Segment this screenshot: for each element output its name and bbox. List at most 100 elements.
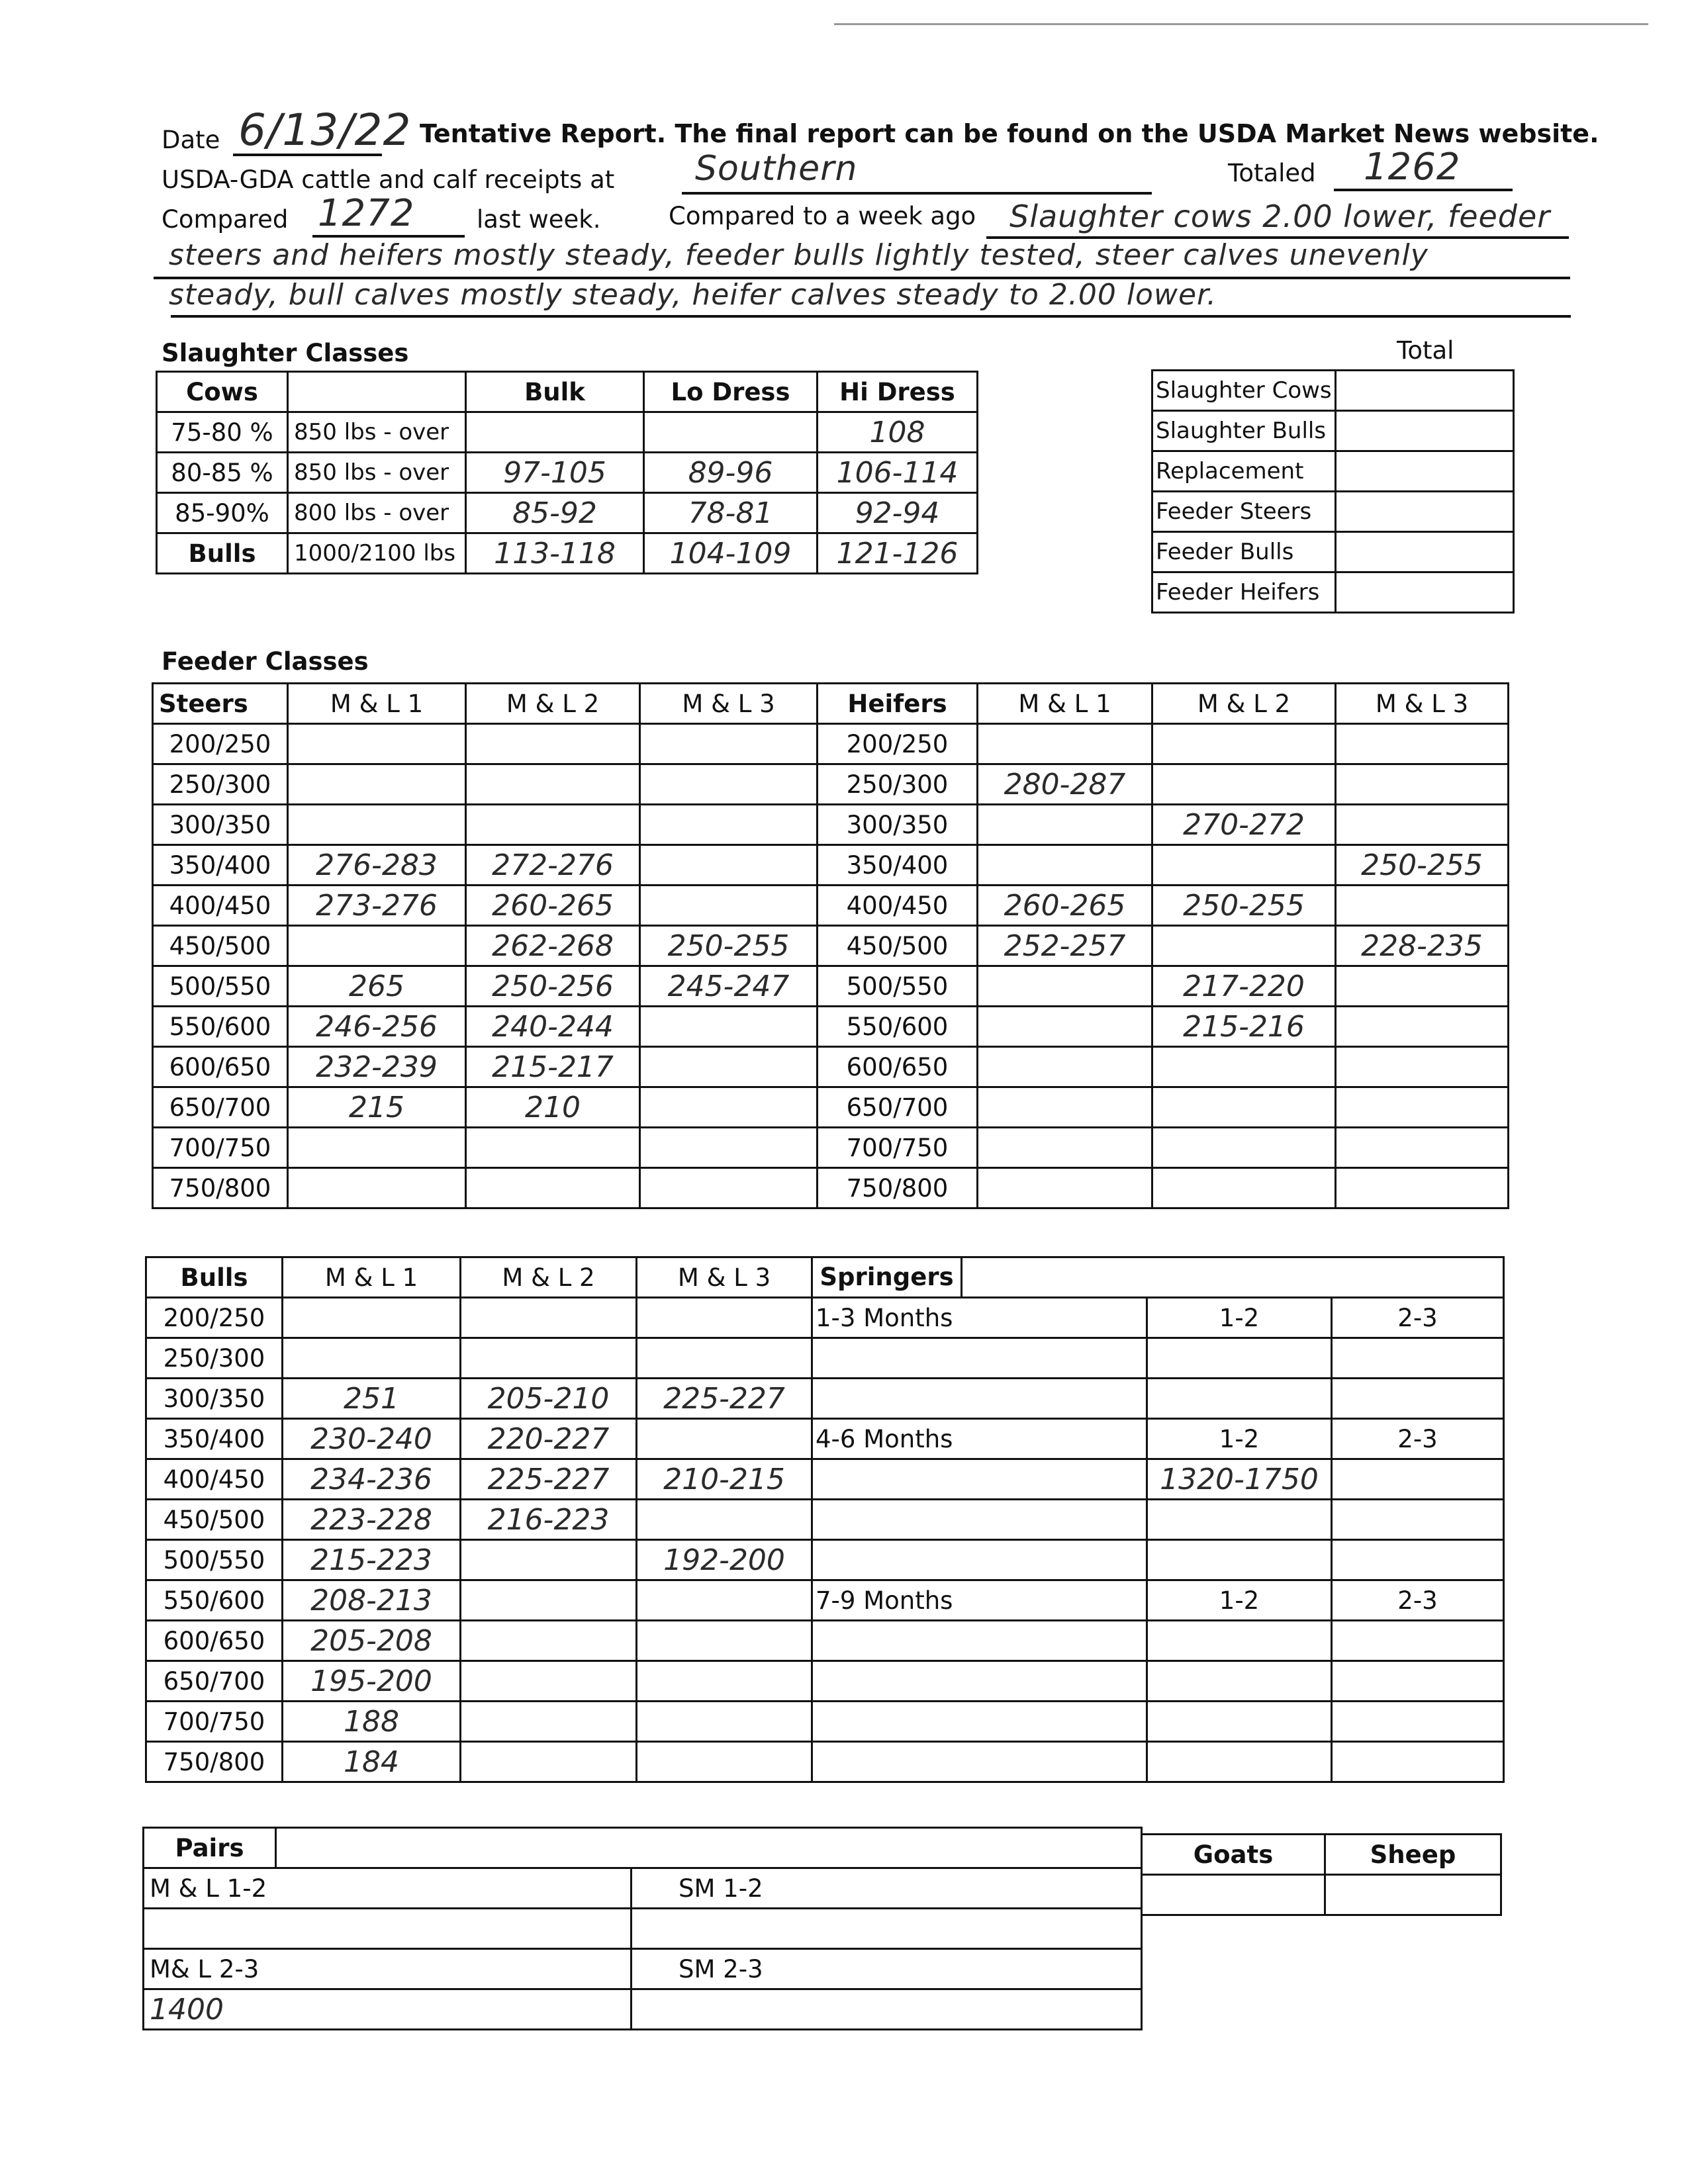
bulls-price-cell[interactable] — [459, 1539, 637, 1581]
heifer-price-cell[interactable]: 280-287 — [976, 763, 1153, 805]
compared-value[interactable]: 1272 — [318, 192, 415, 235]
heifer-price-cell[interactable]: 250-255 — [1335, 844, 1509, 886]
bulls-price-cell[interactable] — [635, 1660, 813, 1702]
heifer-price-cell[interactable] — [1335, 1167, 1509, 1209]
steer-price-cell[interactable] — [639, 884, 818, 927]
heifer-price-cell[interactable] — [1335, 1086, 1509, 1128]
steer-price-cell[interactable] — [639, 1167, 818, 1209]
heifer-price-cell[interactable] — [976, 1086, 1153, 1128]
pairs-sm-2-3-value[interactable] — [630, 1988, 1143, 2030]
heifer-price-cell[interactable] — [1151, 844, 1336, 886]
bulls-price-cell[interactable] — [635, 1337, 813, 1379]
bulls-price-cell[interactable] — [281, 1297, 461, 1339]
bulls-price-cell[interactable]: 234-236 — [281, 1458, 461, 1500]
pairs-ml-2-3-value[interactable]: 1400 — [142, 1988, 632, 2030]
springers-price-cell[interactable] — [1330, 1458, 1505, 1500]
slaughter-price-cell[interactable]: 108 — [816, 411, 978, 453]
steer-price-cell[interactable]: 276-283 — [287, 844, 467, 886]
steer-price-cell[interactable] — [465, 723, 641, 765]
bulls-price-cell[interactable]: 195-200 — [281, 1660, 461, 1702]
heifer-price-cell[interactable] — [976, 1005, 1153, 1048]
bulls-price-cell[interactable]: 225-227 — [635, 1377, 813, 1420]
steer-price-cell[interactable]: 250-256 — [465, 965, 641, 1007]
heifer-price-cell[interactable] — [1335, 763, 1509, 805]
heifer-price-cell[interactable] — [976, 723, 1153, 765]
springers-price-cell[interactable] — [1146, 1498, 1333, 1541]
steer-price-cell[interactable]: 265 — [287, 965, 467, 1007]
steer-price-cell[interactable] — [639, 1005, 818, 1048]
steer-price-cell[interactable] — [639, 803, 818, 846]
heifer-price-cell[interactable] — [1151, 1046, 1336, 1088]
bulls-price-cell[interactable]: 230-240 — [281, 1418, 461, 1460]
heifer-price-cell[interactable] — [1335, 723, 1509, 765]
heifer-price-cell[interactable] — [1335, 965, 1509, 1007]
heifer-price-cell[interactable] — [1151, 723, 1336, 765]
bulls-price-cell[interactable]: 215-223 — [281, 1539, 461, 1581]
slaughter-price-cell[interactable]: 97-105 — [465, 451, 645, 494]
steer-price-cell[interactable]: 245-247 — [639, 965, 818, 1007]
heifer-price-cell[interactable] — [1151, 1086, 1336, 1128]
springers-price-cell[interactable] — [1330, 1660, 1505, 1702]
bulls-price-cell[interactable] — [459, 1297, 637, 1339]
springers-price-cell[interactable] — [1146, 1660, 1333, 1702]
bulls-price-cell[interactable]: 205-210 — [459, 1377, 637, 1420]
steer-price-cell[interactable] — [465, 763, 641, 805]
steer-price-cell[interactable] — [287, 925, 467, 967]
steer-price-cell[interactable]: 210 — [465, 1086, 641, 1128]
slaughter-price-cell[interactable] — [465, 411, 645, 453]
total-row-value[interactable] — [1335, 450, 1515, 492]
steer-price-cell[interactable]: 262-268 — [465, 925, 641, 967]
steer-price-cell[interactable]: 246-256 — [287, 1005, 467, 1048]
bulls-price-cell[interactable]: 251 — [281, 1377, 461, 1420]
steer-price-cell[interactable] — [465, 1126, 641, 1169]
springers-price-cell[interactable] — [1330, 1619, 1505, 1662]
total-row-value[interactable] — [1335, 369, 1515, 412]
bulls-price-cell[interactable] — [459, 1660, 637, 1702]
springers-price-cell[interactable] — [1146, 1539, 1333, 1581]
bulls-price-cell[interactable] — [635, 1418, 813, 1460]
steer-price-cell[interactable] — [465, 803, 641, 846]
steer-price-cell[interactable]: 250-255 — [639, 925, 818, 967]
steer-price-cell[interactable]: 272-276 — [465, 844, 641, 886]
springers-price-cell[interactable] — [1146, 1377, 1333, 1420]
slaughter-price-cell[interactable]: 121-126 — [816, 532, 978, 574]
bulls-price-cell[interactable]: 223-228 — [281, 1498, 461, 1541]
steer-price-cell[interactable] — [639, 763, 818, 805]
bulls-price-cell[interactable] — [635, 1579, 813, 1621]
bulls-price-cell[interactable]: 210-215 — [635, 1458, 813, 1500]
heifer-price-cell[interactable] — [1335, 1005, 1509, 1048]
goats-value[interactable] — [1141, 1874, 1326, 1916]
springers-price-cell[interactable] — [1146, 1337, 1333, 1379]
steer-price-cell[interactable] — [639, 1046, 818, 1088]
bulls-price-cell[interactable] — [459, 1337, 637, 1379]
slaughter-price-cell[interactable] — [643, 411, 818, 453]
heifer-price-cell[interactable] — [1335, 803, 1509, 846]
slaughter-price-cell[interactable]: 89-96 — [643, 451, 818, 494]
springers-price-cell[interactable] — [1146, 1741, 1333, 1783]
springers-price-cell[interactable] — [1330, 1498, 1505, 1541]
heifer-price-cell[interactable] — [1151, 763, 1336, 805]
steer-price-cell[interactable] — [639, 1086, 818, 1128]
comment-line-2[interactable]: steers and heifers mostly steady, feeder… — [169, 238, 1429, 272]
bulls-price-cell[interactable] — [459, 1579, 637, 1621]
steer-price-cell[interactable]: 260-265 — [465, 884, 641, 927]
totaled-value[interactable]: 1262 — [1364, 146, 1461, 189]
bulls-price-cell[interactable]: 192-200 — [635, 1539, 813, 1581]
bulls-price-cell[interactable] — [635, 1741, 813, 1783]
steer-price-cell[interactable]: 240-244 — [465, 1005, 641, 1048]
heifer-price-cell[interactable] — [976, 844, 1153, 886]
steer-price-cell[interactable]: 273-276 — [287, 884, 467, 927]
bulls-price-cell[interactable] — [281, 1337, 461, 1379]
heifer-price-cell[interactable]: 270-272 — [1151, 803, 1336, 846]
springers-price-cell[interactable]: 1320-1750 — [1146, 1458, 1333, 1500]
bulls-price-cell[interactable]: 216-223 — [459, 1498, 637, 1541]
steer-price-cell[interactable]: 232-239 — [287, 1046, 467, 1088]
heifer-price-cell[interactable] — [976, 1126, 1153, 1169]
heifer-price-cell[interactable] — [1335, 1046, 1509, 1088]
heifer-price-cell[interactable]: 228-235 — [1335, 925, 1509, 967]
comment-line-1[interactable]: Slaughter cows 2.00 lower, feeder — [1009, 199, 1551, 234]
slaughter-price-cell[interactable]: 85-92 — [465, 492, 645, 534]
steer-price-cell[interactable] — [639, 844, 818, 886]
bulls-price-cell[interactable]: 208-213 — [281, 1579, 461, 1621]
sheep-value[interactable] — [1324, 1874, 1502, 1916]
